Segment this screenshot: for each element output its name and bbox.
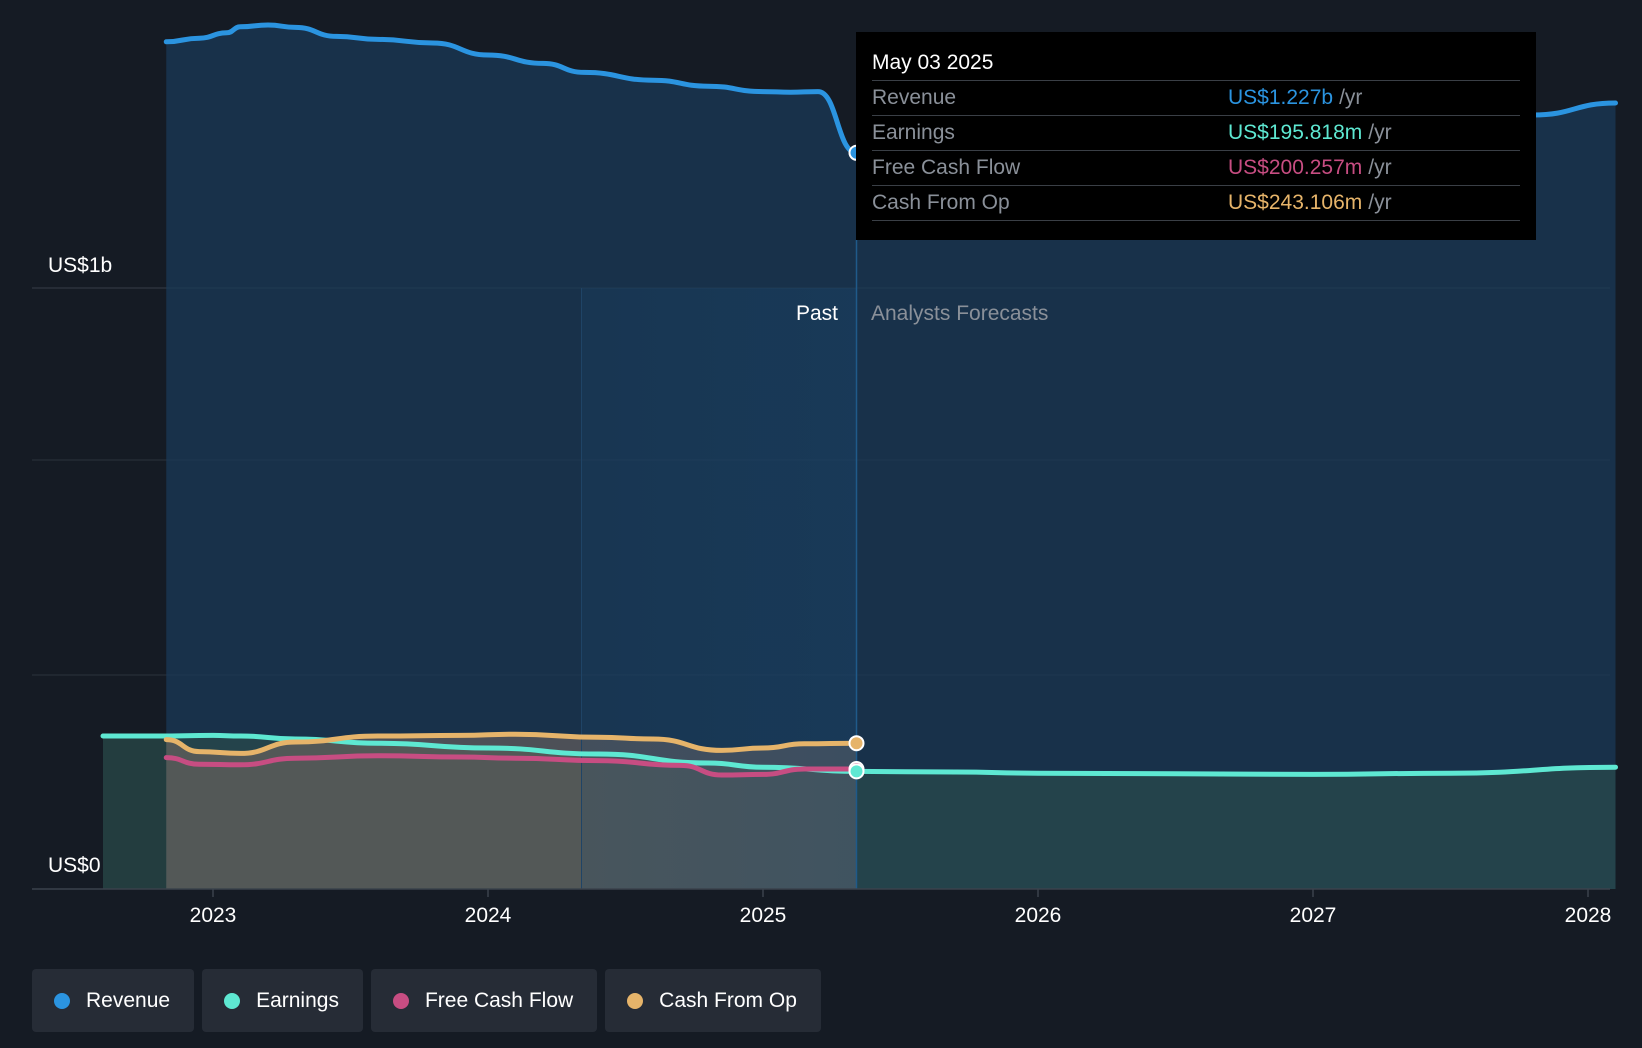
legend: Revenue Earnings Free Cash Flow Cash Fro… [32, 969, 821, 1032]
past-label: Past [796, 302, 838, 325]
legend-item-free-cash-flow[interactable]: Free Cash Flow [370, 969, 598, 1032]
tooltip-row-cash-from-op: Cash From Op US$243.106m /yr [872, 186, 1520, 221]
x-tick-label: 2028 [1565, 904, 1612, 927]
hover-tooltip: May 03 2025 Revenue US$1.227b /yr Earnin… [856, 32, 1536, 240]
past-shaded-band [581, 240, 858, 889]
forecast-label: Analysts Forecasts [871, 302, 1048, 325]
tooltip-date: May 03 2025 [872, 46, 1520, 81]
tooltip-unit: /yr [1368, 121, 1392, 144]
x-axis: 2023 2024 2025 2026 2027 2028 [32, 888, 1612, 927]
tooltip-row-free-cash-flow: Free Cash Flow US$200.257m /yr [872, 151, 1520, 186]
legend-label: Cash From Op [659, 988, 797, 1012]
tooltip-unit: /yr [1339, 86, 1363, 109]
legend-item-cash-from-op[interactable]: Cash From Op [605, 969, 821, 1032]
cash-from-op-line [163, 731, 859, 756]
tooltip-value: US$243.106m [1228, 191, 1363, 214]
tooltip-label: Earnings [872, 121, 955, 144]
tooltip-row-earnings: Earnings US$195.818m /yr [872, 116, 1520, 151]
free-cash-flow-line [163, 753, 859, 778]
earnings-line [100, 732, 1618, 777]
revenue-dot-icon [54, 992, 70, 1009]
tooltip-unit: /yr [1368, 156, 1392, 179]
cash-from-op-dot-icon [627, 992, 644, 1009]
x-tick-label: 2024 [465, 904, 512, 927]
y-axis-label-top: US$1b [48, 254, 112, 277]
tooltip-value: US$195.818m [1228, 121, 1363, 144]
x-tick-label: 2027 [1290, 904, 1337, 927]
tooltip-label: Cash From Op [872, 191, 1010, 214]
legend-label: Revenue [86, 988, 171, 1012]
y-axis-label-bottom: US$0 [48, 854, 101, 877]
legend-item-earnings[interactable]: Earnings [202, 969, 363, 1032]
x-tick-label: 2026 [1015, 904, 1062, 927]
cash-from-op-marker [848, 735, 865, 752]
earnings-marker [848, 763, 865, 780]
tooltip-label: Free Cash Flow [872, 156, 1021, 179]
series-areas [103, 25, 1616, 889]
tooltip-unit: /yr [1368, 191, 1392, 214]
free-cash-flow-dot-icon [392, 992, 409, 1009]
x-tick-label: 2023 [190, 904, 237, 927]
past-shade-rect [581, 288, 857, 889]
legend-label: Free Cash Flow [424, 988, 574, 1012]
tooltip-value: US$200.257m [1228, 156, 1363, 179]
legend-label: Earnings [256, 988, 339, 1012]
legend-item-revenue[interactable]: Revenue [32, 969, 195, 1032]
x-tick-label: 2025 [740, 904, 787, 927]
earnings-dot-icon [224, 992, 241, 1009]
tooltip-label: Revenue [872, 86, 957, 109]
tooltip-value: US$1.227b [1228, 86, 1334, 109]
tooltip-row-revenue: Revenue US$1.227b /yr [872, 81, 1520, 116]
revenue-area [166, 25, 1616, 889]
